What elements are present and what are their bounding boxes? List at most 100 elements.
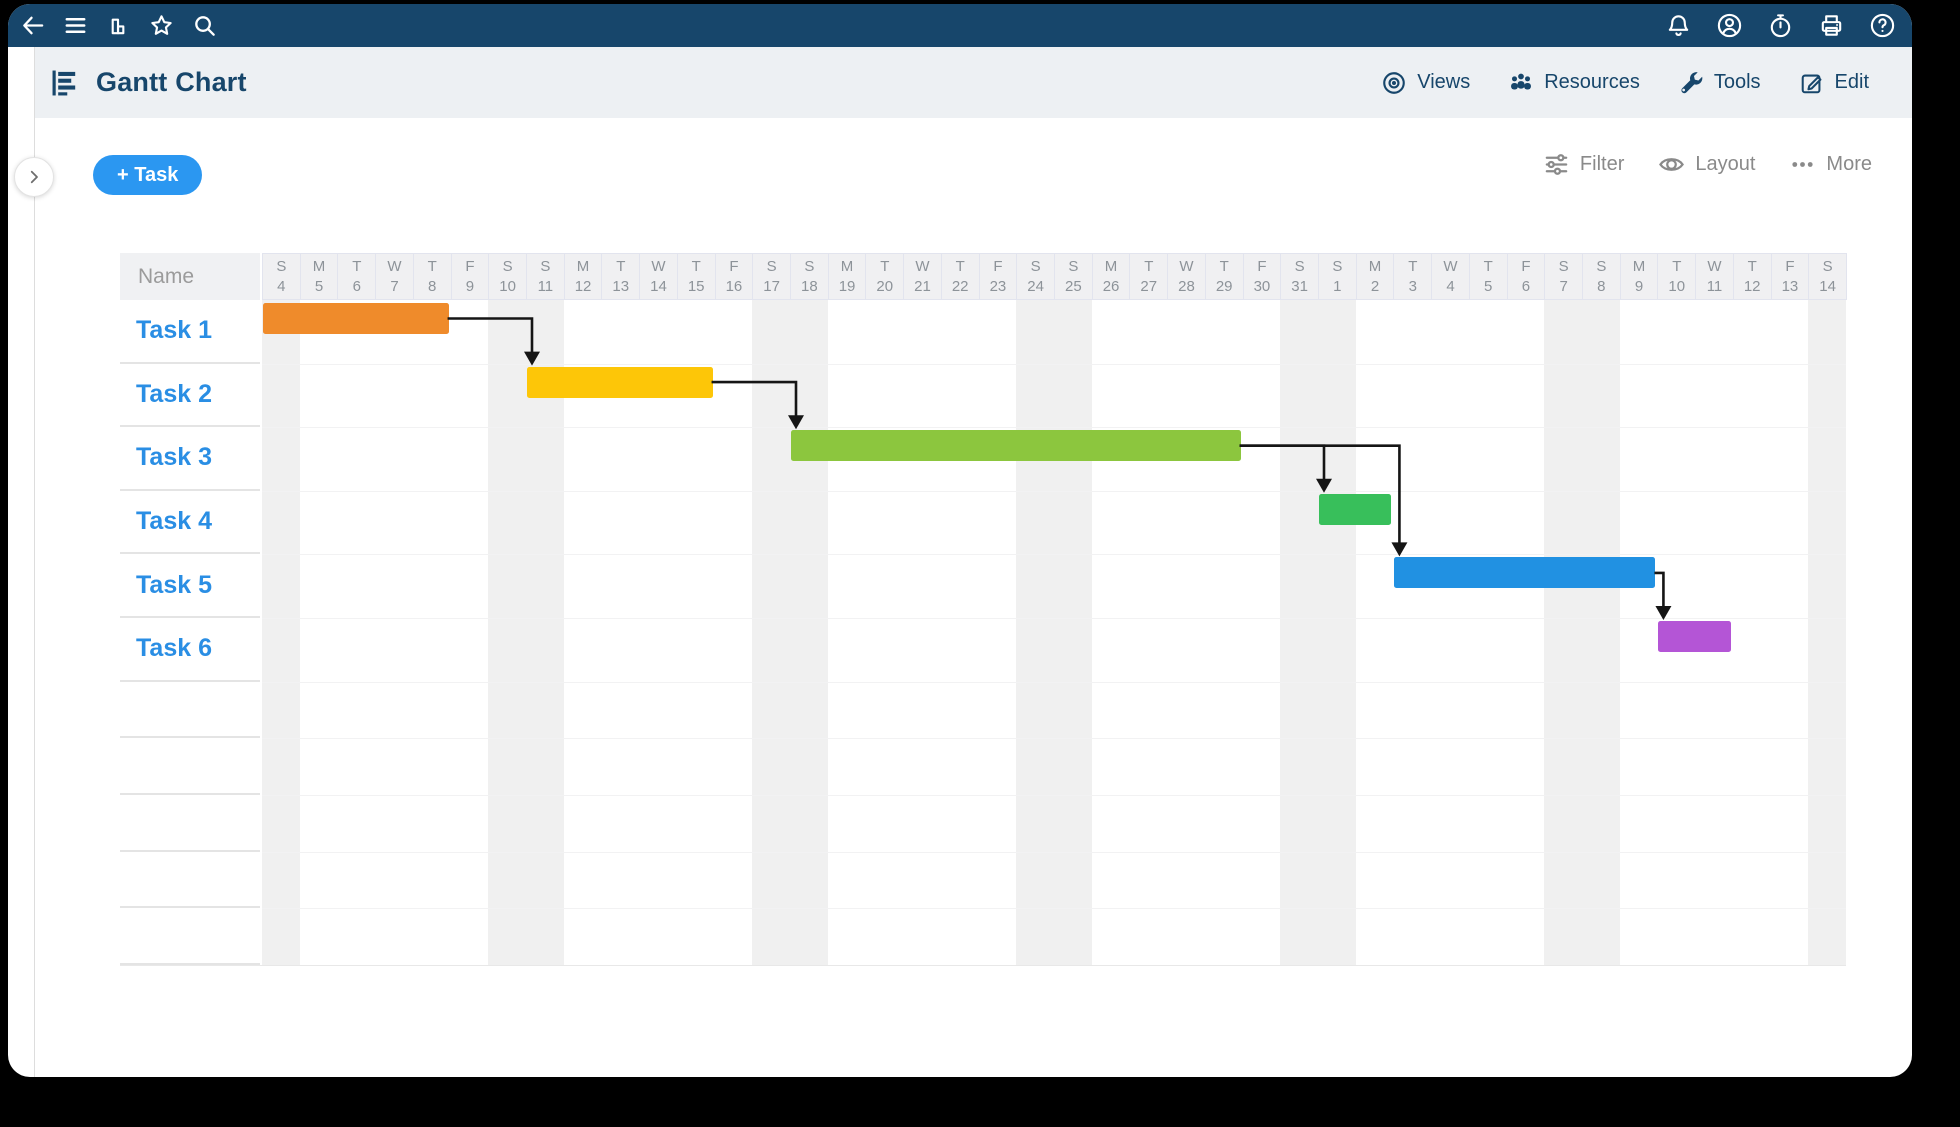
- name-column-header: Name: [120, 253, 260, 300]
- task-name-link[interactable]: Task 4: [136, 507, 212, 536]
- help-icon[interactable]: [1867, 11, 1897, 41]
- task-bar[interactable]: [1658, 621, 1731, 652]
- add-task-button[interactable]: + Task: [93, 155, 203, 195]
- task-bar[interactable]: [1394, 557, 1656, 589]
- day-number: 5: [1484, 278, 1493, 296]
- day-letter: F: [993, 258, 1003, 275]
- task-name-link[interactable]: Task 3: [136, 443, 212, 472]
- toolbar-actions: Filter Layout More: [1543, 151, 1872, 178]
- day-letter: W: [387, 258, 402, 275]
- search-icon[interactable]: [189, 11, 219, 41]
- day-letter: T: [1747, 258, 1757, 275]
- dependency-arrows-layer: [447, 317, 1672, 620]
- grid-row-line: [262, 554, 1846, 556]
- day-number: 4: [277, 278, 286, 296]
- weekend-shading: [1016, 300, 1054, 966]
- weekend-shading: [526, 300, 564, 966]
- empty-name-row: [120, 795, 260, 852]
- day-letter: M: [1104, 258, 1118, 275]
- chart-icon[interactable]: [103, 11, 133, 41]
- dependency-line: [711, 380, 798, 419]
- left-rail-divider: [34, 47, 35, 1077]
- back-icon[interactable]: [17, 11, 47, 41]
- titlebar-nav: Views Resources Tools Edit: [1381, 47, 1869, 118]
- day-header-cell: S 31: [1280, 253, 1319, 300]
- day-letter: F: [465, 258, 475, 275]
- task-name-link[interactable]: Task 6: [136, 634, 212, 663]
- account-icon[interactable]: [1714, 11, 1744, 41]
- tools-button[interactable]: Tools: [1678, 70, 1761, 96]
- edit-icon: [1801, 74, 1822, 93]
- task-name-link[interactable]: Task 2: [136, 379, 212, 408]
- gantt-chart-icon: [48, 66, 82, 100]
- resources-icon: [1511, 73, 1532, 89]
- day-header-cell: T 22: [940, 253, 980, 300]
- layout-button[interactable]: Layout: [1658, 151, 1755, 178]
- day-number: 7: [1559, 278, 1568, 296]
- task-bar[interactable]: [527, 366, 713, 398]
- day-header-cell: T 10: [1657, 253, 1697, 300]
- day-number: 2: [1370, 278, 1380, 296]
- views-button[interactable]: Views: [1381, 70, 1470, 96]
- day-letter: T: [427, 258, 437, 275]
- printer-icon[interactable]: [1816, 11, 1846, 41]
- day-header-cell: S 24: [1016, 253, 1055, 300]
- day-number: 17: [763, 278, 780, 296]
- layout-icon: [1659, 158, 1685, 171]
- day-number: 11: [537, 278, 554, 296]
- task-name-row: Task 6: [120, 618, 260, 682]
- day-number: 14: [1819, 278, 1836, 296]
- filter-button[interactable]: Filter: [1543, 151, 1624, 178]
- task-name-row: Task 1: [120, 300, 260, 364]
- task-bar[interactable]: [263, 303, 449, 334]
- task-bar[interactable]: [1319, 493, 1392, 525]
- menu-icon[interactable]: [60, 11, 90, 41]
- star-icon[interactable]: [146, 11, 176, 41]
- day-number: 11: [1706, 278, 1723, 296]
- bell-icon[interactable]: [1663, 11, 1693, 41]
- day-number: 12: [574, 278, 592, 296]
- edit-button[interactable]: Edit: [1799, 70, 1869, 96]
- more-button[interactable]: More: [1789, 151, 1872, 178]
- day-letter: W: [1707, 258, 1722, 275]
- day-number: 7: [390, 278, 399, 296]
- day-letter: W: [1443, 258, 1458, 275]
- day-number: 29: [1215, 278, 1233, 296]
- day-header-cell: S 14: [1808, 253, 1847, 300]
- top-navbar: [8, 4, 1912, 47]
- day-letter: S: [1294, 258, 1305, 275]
- day-letter: T: [1144, 258, 1154, 275]
- resources-button[interactable]: Resources: [1508, 70, 1640, 96]
- day-header-cell: S 25: [1054, 253, 1093, 300]
- day-number: 6: [1521, 278, 1531, 296]
- task-name-link[interactable]: Task 5: [136, 570, 212, 599]
- task-name-link[interactable]: Task 1: [136, 316, 212, 345]
- weekend-shading: [1318, 300, 1356, 966]
- day-letter: F: [1521, 258, 1531, 275]
- expand-panel-button[interactable]: [14, 157, 54, 197]
- day-number: 15: [687, 278, 705, 296]
- day-number: 1: [1333, 278, 1342, 296]
- day-number: 12: [1743, 278, 1761, 296]
- day-header-cell: W 11: [1695, 253, 1734, 300]
- app-window: Gantt Chart Views Resources Tools Edit: [8, 4, 1912, 1077]
- day-letter: S: [1332, 258, 1343, 275]
- weekend-shading: [1808, 300, 1846, 966]
- task-name-row: Task 3: [120, 427, 260, 491]
- timer-icon[interactable]: [1765, 11, 1795, 41]
- day-letter: T: [1672, 258, 1682, 275]
- grid-row-line: [262, 618, 1846, 619]
- day-number: 28: [1178, 278, 1195, 296]
- task-bar[interactable]: [791, 430, 1241, 462]
- grid-row-line: [262, 738, 1846, 740]
- tools-icon: [1681, 71, 1703, 93]
- day-number: 30: [1253, 278, 1271, 296]
- edit-label: Edit: [1834, 71, 1869, 93]
- grid-row-line: [262, 908, 1846, 910]
- day-number: 27: [1140, 278, 1158, 296]
- day-number: 10: [1668, 278, 1686, 296]
